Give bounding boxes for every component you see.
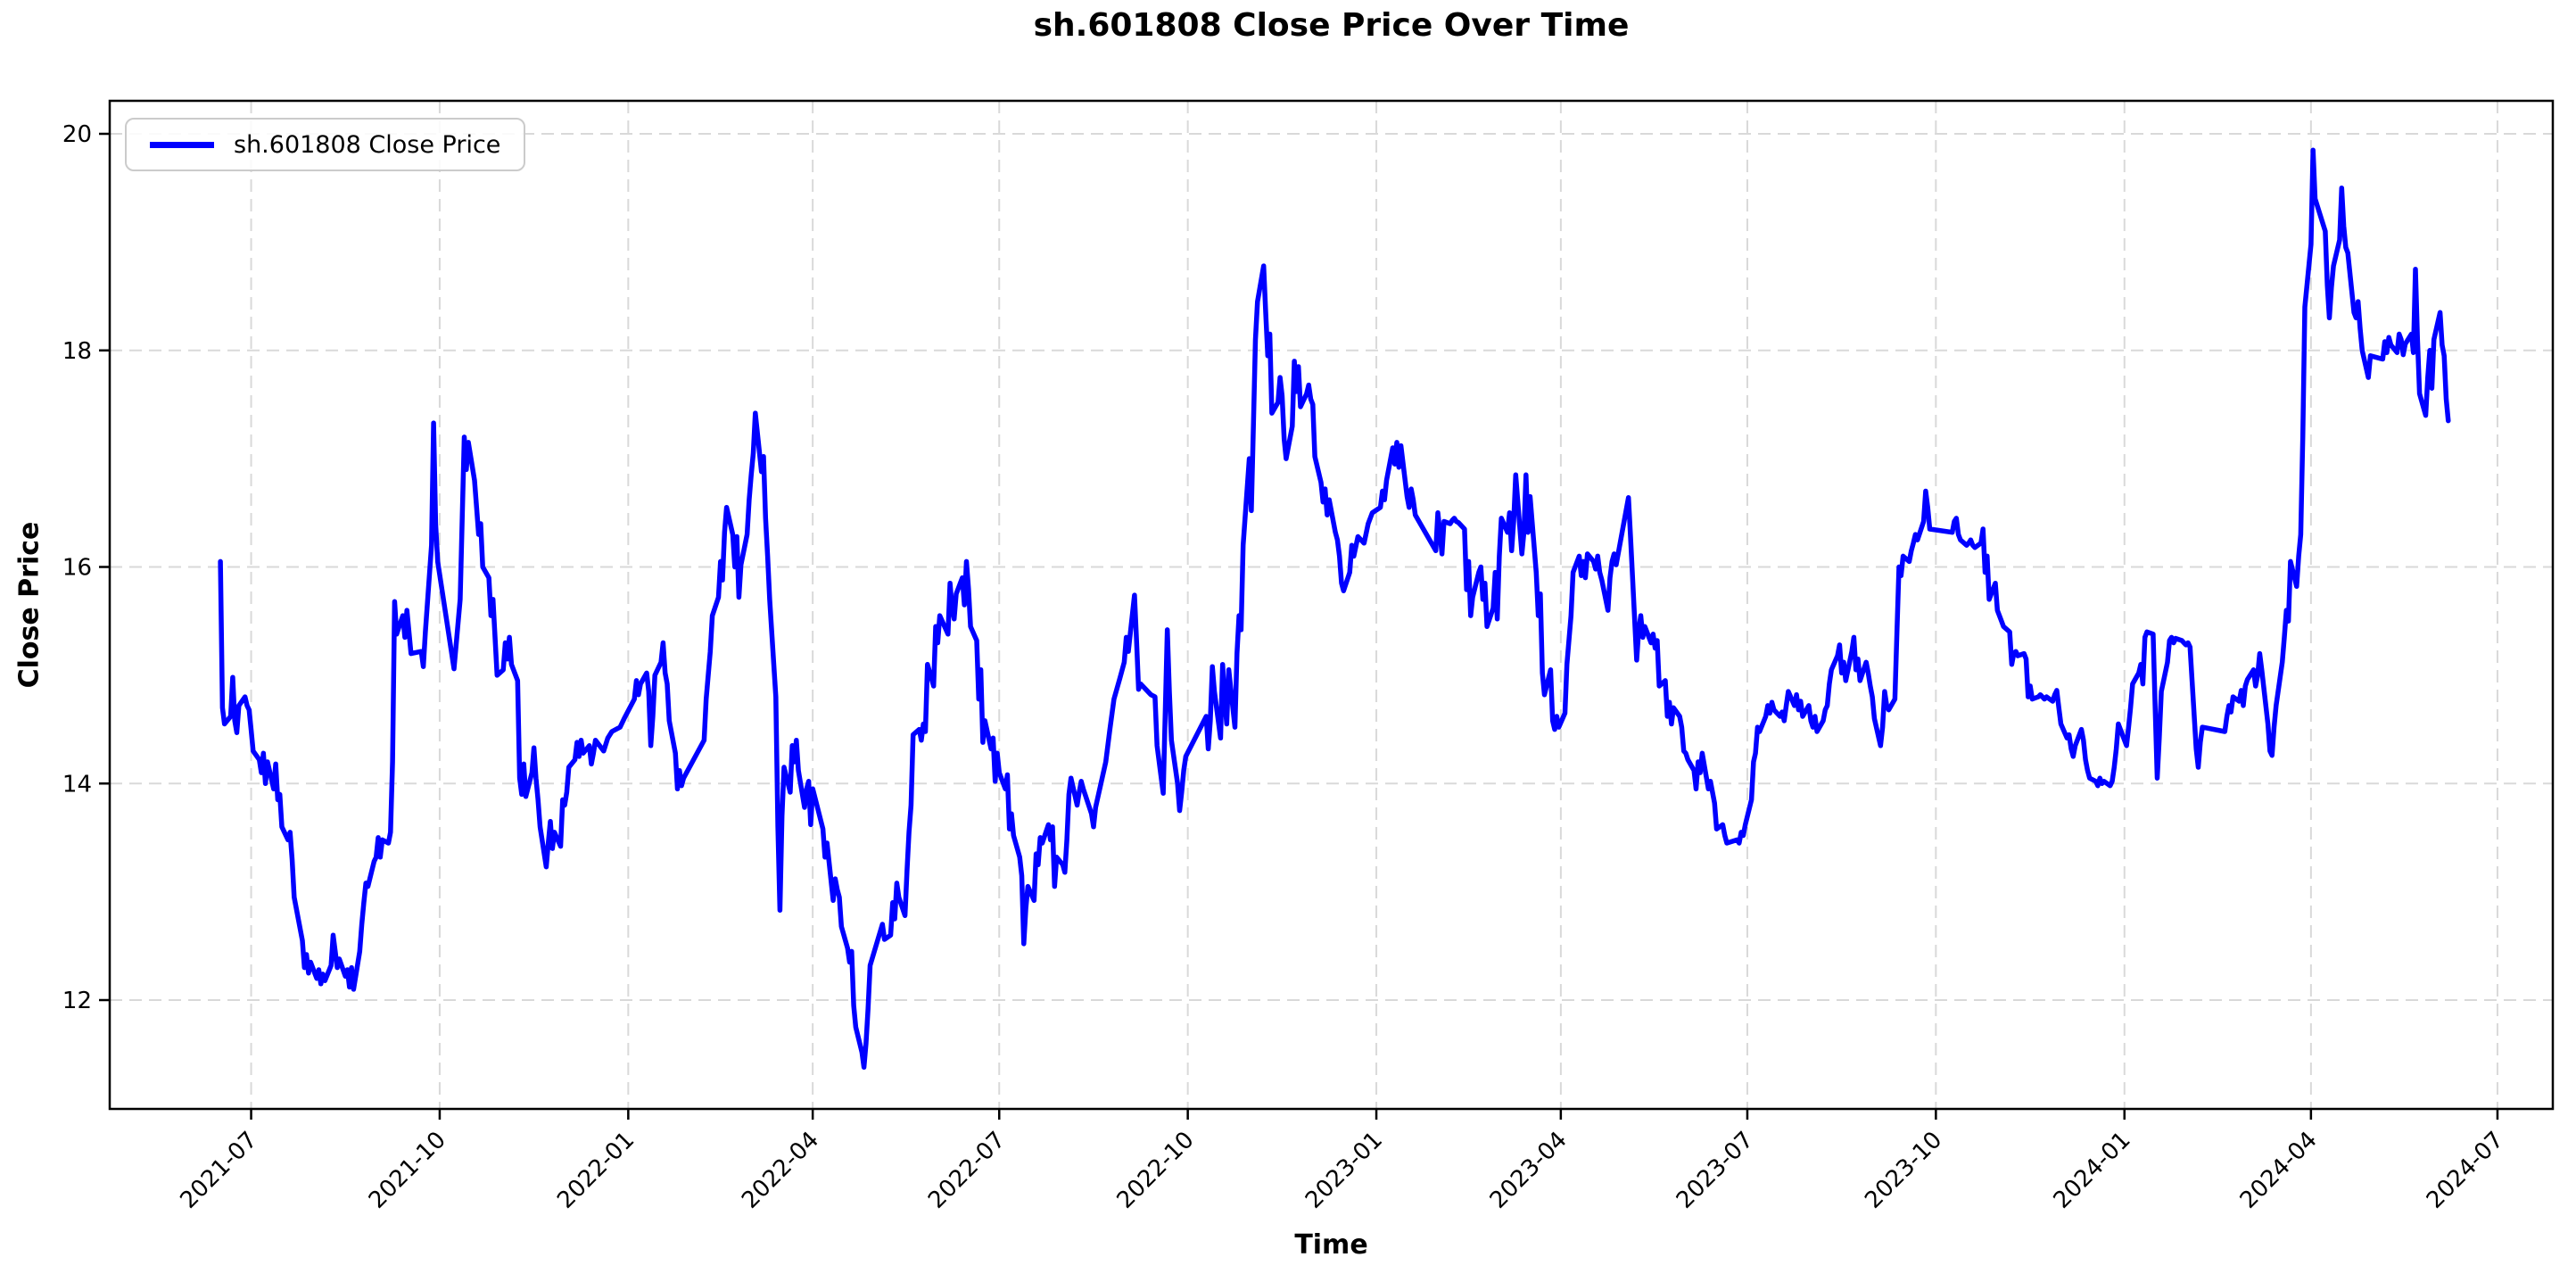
x-tick-label: 2024-07 — [2422, 1127, 2509, 1214]
x-tick-label: 2024-01 — [2049, 1127, 2136, 1214]
y-axis-title: Close Price — [13, 521, 45, 689]
y-tick-label: 18 — [62, 338, 92, 365]
axes-border — [108, 99, 2555, 1111]
x-tick-label: 2021-10 — [364, 1127, 451, 1214]
legend-line-swatch — [150, 141, 214, 148]
y-tick-label: 12 — [62, 988, 92, 1014]
close-price-line — [218, 147, 2451, 1071]
x-tick-label: 2023-01 — [1300, 1127, 1388, 1214]
x-tick-label: 2022-10 — [1112, 1127, 1200, 1214]
x-tick-label: 2022-01 — [552, 1127, 640, 1214]
chart-title: sh.601808 Close Price Over Time — [1033, 7, 1630, 44]
x-tick-label: 2023-04 — [1485, 1127, 1573, 1214]
x-tick-label: 2024-04 — [2235, 1127, 2323, 1214]
y-tick-label: 14 — [62, 771, 92, 798]
y-tick-label: 20 — [62, 121, 92, 148]
y-tick-label: 16 — [62, 555, 92, 582]
x-tick-label: 2022-07 — [923, 1127, 1011, 1214]
x-tick-label: 2022-04 — [737, 1127, 824, 1214]
x-tick-label: 2023-07 — [1672, 1127, 1759, 1214]
x-tick-label: 2023-10 — [1860, 1127, 1947, 1214]
legend-label: sh.601808 Close Price — [234, 130, 501, 159]
x-axis-title: Time — [1294, 1229, 1368, 1261]
x-tick-label: 2021-07 — [175, 1127, 262, 1214]
legend: sh.601808 Close Price — [125, 118, 526, 171]
